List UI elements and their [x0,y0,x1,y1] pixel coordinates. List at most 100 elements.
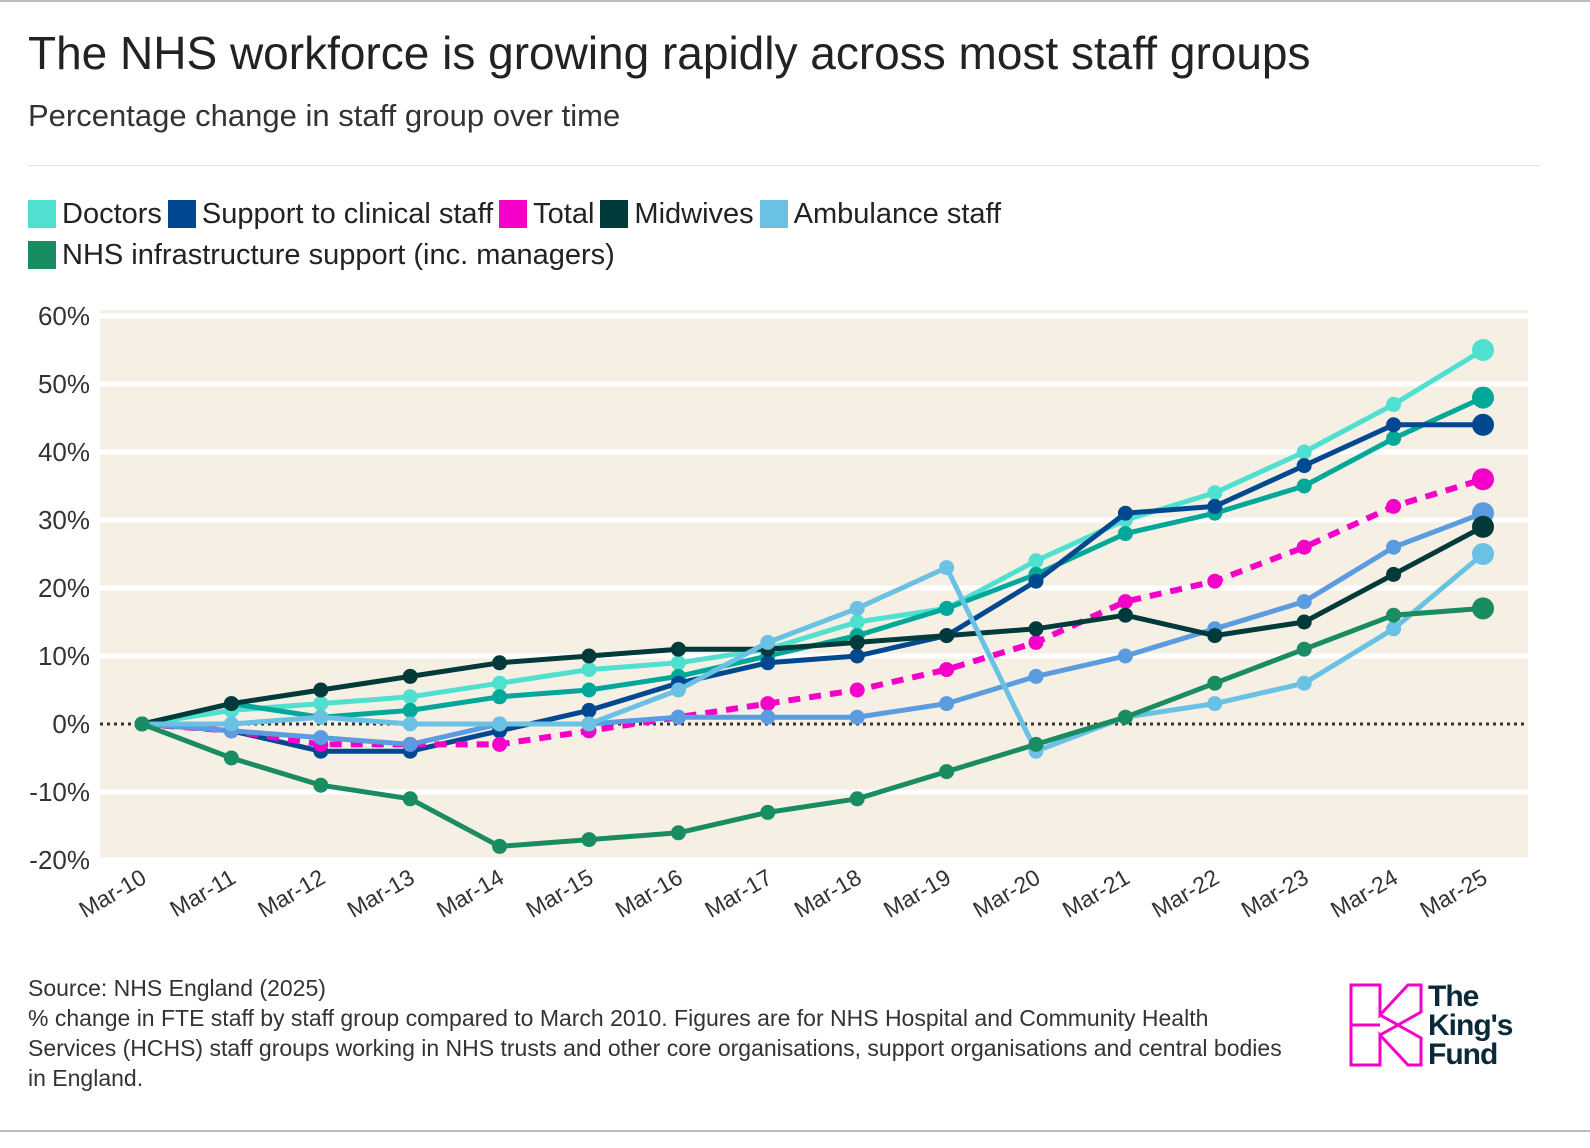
legend-item: Doctors [28,196,162,232]
y-tick-label: 20% [38,573,90,603]
data-point [670,641,686,657]
data-point [402,791,418,807]
data-point [1386,430,1402,446]
data-point [223,750,239,766]
kings-fund-k-logo-icon [1349,983,1423,1067]
data-point [581,648,597,664]
data-point [849,614,865,630]
data-point [1117,526,1133,542]
line-chart: 60%50%40%30%20%10%0%-10%-20%Mar-10 Mar-11… [29,301,1528,923]
x-tick-label: Mar-19 [879,864,955,923]
data-point [492,655,508,671]
data-point [939,662,955,678]
data-point [1296,641,1312,657]
data-point [313,682,329,698]
chart-subtitle: Percentage change in staff group over ti… [28,98,621,133]
data-point [1472,386,1494,409]
y-tick-label: -20% [29,845,90,875]
y-tick-label: 30% [38,505,90,535]
data-point [849,709,865,725]
data-point [134,716,150,732]
x-tick-label: Mar-11 [165,864,240,922]
legend-label: Total [533,198,595,230]
data-point [1296,478,1312,494]
data-point [1028,553,1044,569]
data-point [1028,573,1044,589]
legend-item: NHS infrastructure support (inc. manager… [28,237,615,273]
data-point [1117,709,1133,725]
data-point [492,838,508,854]
data-point [1472,339,1494,361]
x-tick-label: Mar-20 [968,864,1044,923]
data-point [1117,594,1133,610]
data-point [849,648,865,664]
x-tick-label: Mar-24 [1326,864,1402,923]
data-point [1386,621,1402,637]
y-tick-label: 60% [38,301,90,331]
data-point [670,682,686,698]
y-tick-label: 0% [52,709,90,739]
data-point [760,655,776,671]
data-point [849,600,865,616]
x-tick-label: Mar-15 [521,864,597,923]
series-line [141,476,1484,748]
data-point [492,675,508,691]
legend-item: Support to clinical staff [167,196,494,232]
y-tick-label: -10% [29,777,90,807]
data-point [939,560,955,576]
data-point [313,709,329,725]
data-point [581,716,597,732]
legend-item: Midwives [600,196,754,232]
legend-label: Support to clinical staff [201,198,494,230]
series-line [141,347,1485,727]
data-point [1207,675,1223,691]
data-point [1386,607,1402,623]
top-border [0,0,1590,2]
data-point [223,696,239,712]
data-point [1207,696,1223,712]
data-point [581,682,597,698]
data-point [492,736,508,752]
data-point [1117,505,1133,521]
data-point [1207,498,1223,514]
data-point [402,716,418,732]
x-tick-label: Mar-12 [253,864,329,923]
data-point [760,634,776,650]
data-point [760,709,776,725]
x-tick-label: Mar-14 [432,864,508,923]
data-point [1386,417,1402,433]
data-point [939,628,955,644]
x-tick-label: Mar-25 [1415,864,1491,923]
data-point [849,791,865,807]
data-point [1207,485,1223,501]
footer: Source: NHS England (2025) % change in F… [28,973,1288,1093]
data-point [313,777,329,793]
data-point [1117,607,1133,623]
legend-label: Ambulance staff [793,198,1002,230]
data-point [939,600,955,616]
data-point [939,764,955,780]
legend: Doctors Support to clinical staff Total Mid… [28,196,1128,278]
data-point [1472,413,1494,436]
legend-swatch [759,200,788,228]
x-tick-label: Mar-22 [1147,864,1223,923]
data-point [402,689,418,705]
data-point [1117,648,1133,664]
divider [28,165,1540,166]
bottom-border [0,1130,1590,1132]
data-point [1296,539,1312,555]
legend-swatch [28,241,56,269]
series-line [142,552,1485,754]
series-line [141,510,1484,747]
data-point [1296,444,1312,460]
legend-swatch [600,200,629,228]
data-point [1296,675,1312,691]
data-point [223,716,239,732]
data-point [313,730,329,746]
data-point [402,702,418,718]
data-point [1386,539,1402,555]
data-point [849,634,865,650]
data-point [1386,566,1402,582]
data-point [1296,594,1312,610]
x-tick-label: Mar-16 [611,864,687,923]
